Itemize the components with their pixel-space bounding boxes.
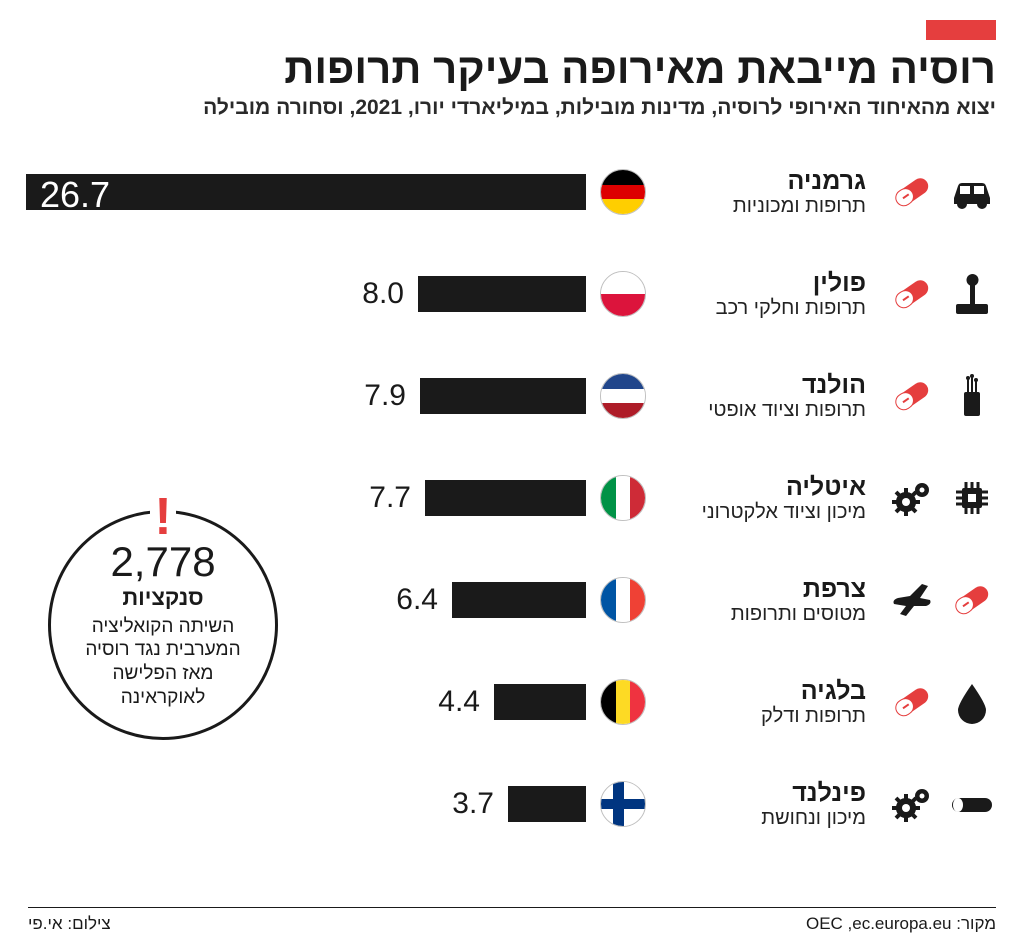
row-label: פולין תרופות וחלקי רכב: [656, 269, 866, 319]
callout-label: סנקציות: [122, 585, 203, 611]
pill-icon: [888, 168, 936, 216]
pill-icon: [888, 372, 936, 420]
row-icons: [876, 576, 996, 624]
flag-icon: [600, 271, 646, 317]
bar-value: 4.4: [438, 685, 480, 719]
row-icons: [876, 168, 996, 216]
goods-desc: מטוסים ותרופות: [656, 603, 866, 625]
chart-subtitle: יצוא מהאיחוד האירופי לרוסיה, מדינות מובי…: [28, 96, 996, 120]
bar: 3.7: [28, 786, 586, 822]
country-name: בלגיה: [656, 677, 866, 705]
chart-title: רוסיה מייבאת מאירופה בעיקר תרופות: [28, 46, 996, 92]
bar-row: גרמניה תרופות ומכוניות 26.7: [28, 162, 996, 222]
goods-desc: תרופות ומכוניות: [656, 195, 866, 217]
country-name: איטליה: [656, 473, 866, 501]
goods-desc: תרופות ודלק: [656, 705, 866, 727]
row-icons: [876, 270, 996, 318]
bar: 7.9: [28, 378, 586, 414]
bar-value: 26.7: [40, 174, 110, 216]
accent-bar: [926, 20, 996, 40]
row-label: צרפת מטוסים ותרופות: [656, 575, 866, 625]
exclaim-icon: !: [150, 487, 175, 547]
country-name: צרפת: [656, 575, 866, 603]
bar-row: הולנד תרופות וציוד אופטי 7.9: [28, 366, 996, 426]
country-name: הולנד: [656, 371, 866, 399]
goods-desc: תרופות וציוד אופטי: [656, 399, 866, 421]
country-name: פולין: [656, 269, 866, 297]
sanctions-callout: ! 2,778 סנקציות השיתה הקואליציה המערבית …: [48, 510, 278, 740]
row-label: בלגיה תרופות ודלק: [656, 677, 866, 727]
goods-desc: תרופות וחלקי רכב: [656, 297, 866, 319]
row-label: איטליה מיכון וציוד אלקטרוני: [656, 473, 866, 523]
pill-icon: [888, 678, 936, 726]
bar-value: 7.9: [364, 379, 406, 413]
flag-icon: [600, 577, 646, 623]
bar: 8.0: [28, 276, 586, 312]
pipe-icon: [948, 780, 996, 828]
bar-value: 3.7: [452, 787, 494, 821]
flag-icon: [600, 169, 646, 215]
car-icon: [948, 168, 996, 216]
row-label: פינלנד מיכון ונחושת: [656, 779, 866, 829]
source: מקור: OEC ,ec.europa.eu: [806, 914, 996, 934]
country-name: פינלנד: [656, 779, 866, 807]
bar: 26.7: [26, 174, 586, 210]
chip-icon: [948, 474, 996, 522]
credit: צילום: אי.פי: [28, 914, 111, 934]
flag-icon: [600, 781, 646, 827]
pill-icon: [948, 576, 996, 624]
callout-text: השיתה הקואליציה המערבית נגד רוסיה מאז הפ…: [69, 615, 257, 710]
row-icons: [876, 474, 996, 522]
drop-icon: [948, 678, 996, 726]
bar-value: 8.0: [362, 277, 404, 311]
goods-desc: מיכון ונחושת: [656, 807, 866, 829]
bar-value: 6.4: [396, 583, 438, 617]
flag-icon: [600, 373, 646, 419]
row-label: גרמניה תרופות ומכוניות: [656, 167, 866, 217]
row-icons: [876, 780, 996, 828]
goods-desc: מיכון וציוד אלקטרוני: [656, 501, 866, 523]
flag-icon: [600, 679, 646, 725]
bar-row: פינלנד מיכון ונחושת 3.7: [28, 774, 996, 834]
row-icons: [876, 372, 996, 420]
country-name: גרמניה: [656, 167, 866, 195]
bar-row: פולין תרופות וחלקי רכב 8.0: [28, 264, 996, 324]
flag-icon: [600, 475, 646, 521]
bar: 7.7: [28, 480, 586, 516]
gears-icon: [888, 780, 936, 828]
fiber-icon: [948, 372, 996, 420]
row-label: הולנד תרופות וציוד אופטי: [656, 371, 866, 421]
row-icons: [876, 678, 996, 726]
plane-icon: [888, 576, 936, 624]
footer: מקור: OEC ,ec.europa.eu צילום: אי.פי: [28, 907, 996, 934]
pill-icon: [888, 270, 936, 318]
gears-icon: [888, 474, 936, 522]
bar-value: 7.7: [369, 481, 411, 515]
gearshift-icon: [948, 270, 996, 318]
